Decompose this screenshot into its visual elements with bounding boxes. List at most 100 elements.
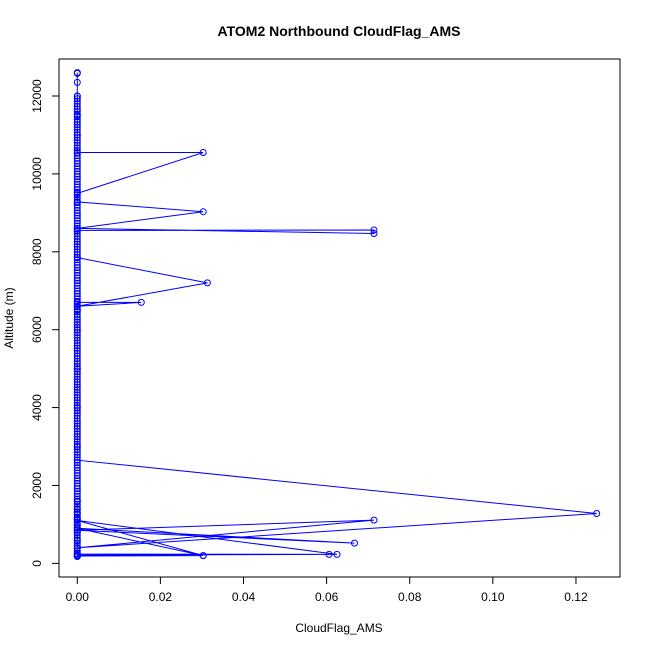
data-point [73, 534, 81, 542]
data-point [73, 329, 81, 337]
data-point [73, 521, 81, 529]
x-tick-label: 0.04 [232, 590, 256, 604]
data-point [73, 209, 81, 217]
data-point [73, 274, 81, 282]
data-point [73, 422, 81, 430]
data-point [73, 386, 81, 394]
data-point [370, 516, 378, 524]
data-point [73, 461, 81, 469]
data-point [351, 539, 358, 547]
data-point [73, 126, 81, 134]
data-point [73, 310, 81, 318]
data-point [73, 531, 81, 539]
data-point [73, 108, 81, 116]
data-point [73, 292, 81, 300]
data-point [73, 352, 81, 360]
data-point [73, 162, 81, 170]
data-point [199, 149, 207, 156]
data-point [73, 438, 81, 446]
data-point [73, 170, 81, 178]
data-point [73, 344, 81, 352]
data-point [73, 516, 81, 524]
data-point [73, 300, 81, 308]
data-point [73, 425, 81, 433]
data-point [73, 149, 81, 157]
data-point [73, 500, 81, 508]
data-point [73, 95, 81, 103]
data-point [73, 464, 81, 472]
data-point [370, 230, 378, 237]
data-point [73, 492, 81, 500]
data-point [73, 420, 81, 428]
data-point [73, 433, 81, 441]
data-point [137, 298, 145, 306]
data-point [73, 277, 81, 285]
data-point [73, 154, 81, 162]
data-point [73, 547, 81, 555]
data-point [73, 430, 81, 438]
data-point [73, 183, 81, 191]
data-point [73, 178, 81, 186]
data-point [73, 191, 81, 199]
data-point [73, 451, 81, 459]
data-point [73, 128, 81, 136]
data-point [73, 227, 81, 235]
data-point [73, 378, 81, 386]
data-point [73, 243, 81, 251]
x-tick-label: 0.12 [564, 590, 588, 604]
data-point [73, 537, 81, 545]
data-point [370, 226, 378, 234]
data-point [73, 303, 81, 311]
data-point [73, 490, 81, 498]
data-point [73, 495, 81, 503]
data-point [73, 235, 81, 243]
y-tick-label: 0 [30, 560, 44, 567]
data-point [73, 349, 81, 357]
data-point [73, 360, 81, 368]
data-point [73, 136, 81, 144]
data-point [73, 323, 81, 331]
data-point [73, 144, 81, 152]
y-tick-label: 12000 [30, 79, 44, 113]
data-point [73, 261, 81, 269]
data-point [73, 232, 81, 240]
data-point [73, 404, 81, 412]
data-point [73, 102, 81, 110]
data-point [73, 394, 81, 402]
data-point [73, 230, 81, 238]
data-point [73, 245, 81, 253]
data-point [73, 305, 81, 313]
data-point [73, 550, 81, 558]
data-point [73, 321, 81, 329]
data-point [73, 336, 81, 344]
data-point [73, 214, 81, 222]
data-point [73, 466, 81, 474]
data-point [73, 417, 81, 425]
data-point [73, 165, 81, 173]
y-axis-label: Altitude (m) [2, 287, 16, 348]
data-point [73, 396, 81, 404]
data-point [73, 123, 81, 131]
y-tick-label: 10000 [30, 157, 44, 191]
data-point [73, 100, 81, 108]
data-point [73, 513, 81, 521]
data-point [73, 508, 81, 516]
data-point [73, 479, 81, 487]
data-point [73, 365, 81, 373]
data-point [73, 446, 81, 454]
data-point [73, 115, 81, 123]
data-point [73, 110, 81, 118]
data-point [73, 173, 81, 181]
y-axis: 0 2000 4000 6000 8000 10000 12000 [30, 79, 60, 567]
data-point [73, 308, 81, 316]
data-point [73, 266, 81, 274]
data-point [73, 347, 81, 355]
data-point [73, 362, 81, 370]
data-point [73, 414, 81, 422]
y-tick-label: 8000 [30, 238, 44, 265]
data-point [73, 201, 81, 209]
data-point [73, 238, 81, 246]
data-point [73, 134, 81, 142]
data-point [73, 290, 81, 298]
